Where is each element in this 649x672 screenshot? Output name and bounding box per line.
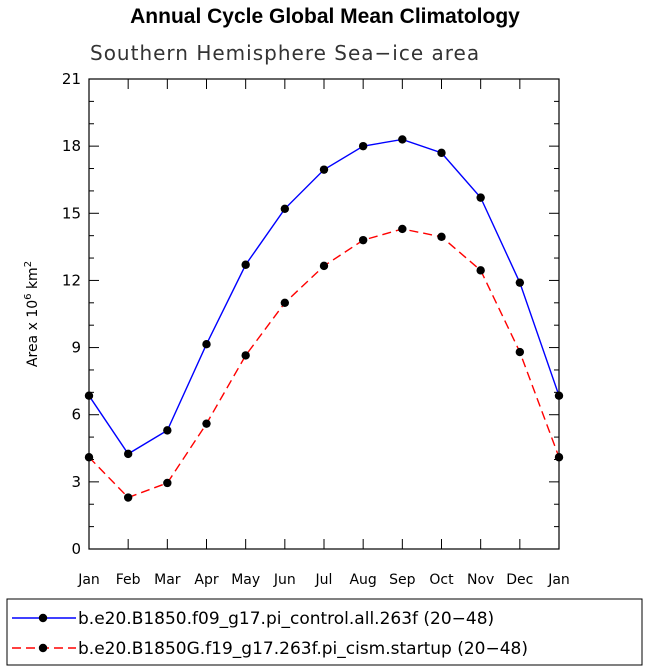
legend-label-1: b.e20.B1850.f09_g17.pi_control.all.263f … [78, 609, 494, 629]
y-tick-label: 3 [71, 473, 81, 491]
data-point [476, 266, 485, 275]
data-point [163, 426, 172, 435]
y-tick-label: 15 [62, 204, 81, 222]
data-point [476, 193, 485, 202]
data-point [241, 260, 250, 269]
data-point [123, 449, 133, 459]
y-axis-label-exponent: 6 [23, 293, 34, 299]
data-point [515, 278, 525, 287]
x-tick-label: Nov [467, 572, 494, 588]
y-axis-label-text: Area x 10 [25, 300, 41, 367]
data-point [398, 135, 407, 144]
series-layer [84, 135, 564, 502]
plot-axes: 0 3 6 9 12 15 18 21 Jan Feb Mar Apr May Jun Jul Aug Sep O… [62, 70, 570, 588]
data-point [319, 165, 329, 174]
data-point [280, 204, 290, 214]
y-tick-label: 18 [62, 137, 81, 155]
data-point [280, 298, 290, 308]
x-tick-label: May [231, 572, 260, 588]
data-point [398, 224, 407, 234]
y-axis-label: Area x 106 km2 [23, 261, 41, 367]
data-point [358, 141, 368, 151]
x-tick-label: Oct [429, 572, 454, 588]
y-tick-label: 21 [62, 70, 81, 88]
legend-label-2: b.e20.B1850G.f19_g17.263f.pi_cism.startu… [78, 639, 528, 659]
data-point [241, 351, 250, 360]
x-tick-label: Dec [506, 572, 533, 588]
y-tick-label: 12 [62, 271, 81, 289]
data-point [202, 419, 211, 428]
x-tick-label: Feb [116, 572, 141, 588]
legend-marker-1 [38, 613, 48, 623]
y-tick-label: 9 [71, 339, 81, 357]
y-axis-label-unit-exponent: 2 [23, 261, 34, 267]
data-point [554, 453, 564, 462]
data-point [319, 261, 329, 271]
x-tick-label: Jan [547, 572, 570, 588]
legend: b.e20.B1850.f09_g17.pi_control.all.263f … [6, 598, 643, 666]
legend-marker-2 [38, 643, 48, 653]
y-tick-label: 6 [71, 406, 81, 424]
y-axis-label-unit: km [25, 267, 41, 293]
series-2 [84, 224, 564, 502]
x-tick-label: Jan [77, 572, 100, 588]
data-point [554, 391, 564, 400]
x-tick-label: Jun [273, 572, 296, 588]
data-point [163, 478, 172, 488]
x-tick-label: Aug [349, 572, 376, 588]
y-tick-label: 0 [71, 540, 81, 558]
x-tick-label: Apr [194, 572, 218, 588]
data-point [123, 493, 133, 502]
data-point [84, 391, 94, 400]
data-point [437, 148, 446, 158]
data-point [202, 340, 211, 349]
x-tick-label: Jul [315, 572, 333, 588]
data-point [515, 347, 525, 357]
data-point [358, 235, 368, 245]
plot-frame [88, 78, 560, 550]
chart-title: Annual Cycle Global Mean Climatology [130, 5, 520, 28]
x-tick-label: Sep [389, 572, 416, 588]
series-line [88, 138, 560, 455]
data-point [84, 453, 94, 462]
x-tick-label: Mar [154, 572, 181, 588]
data-point [437, 232, 446, 241]
chart-subtitle: Southern Hemisphere Sea−ice area [90, 41, 480, 65]
legend-box [6, 598, 643, 666]
series-1 [84, 135, 564, 459]
